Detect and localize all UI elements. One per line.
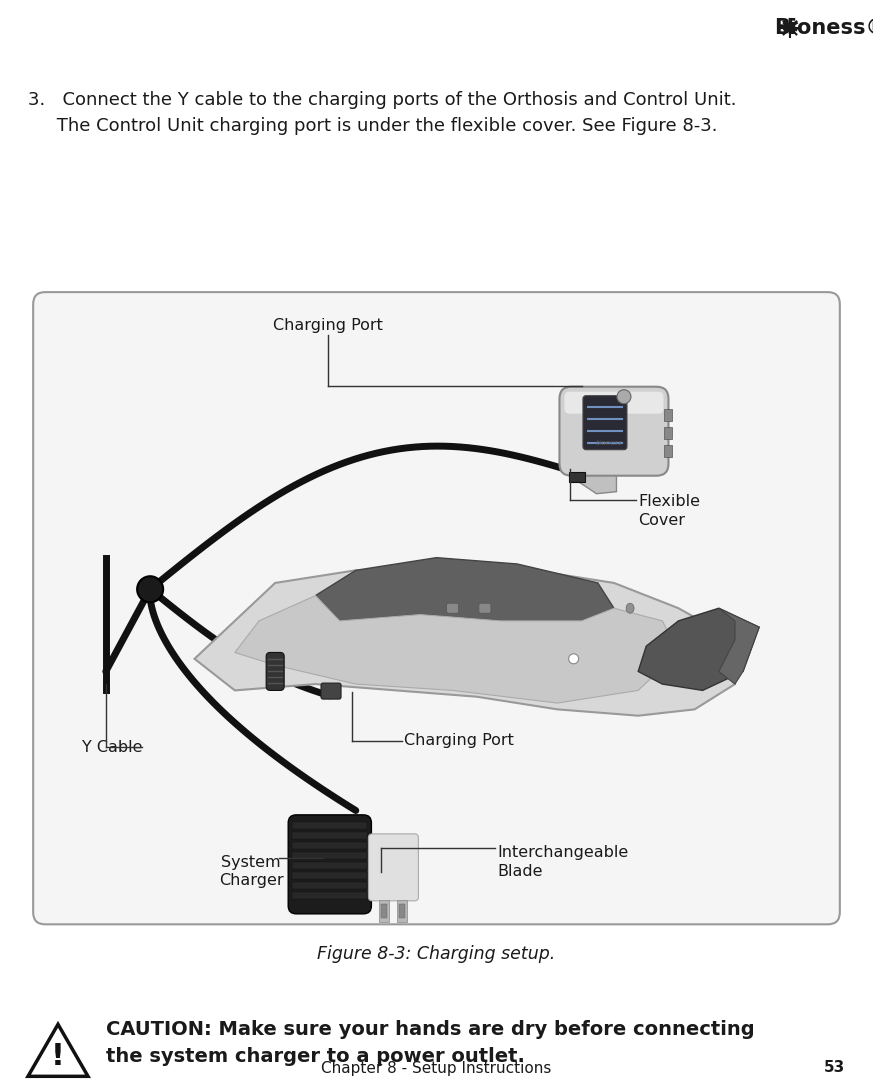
Bar bbox=[292, 852, 368, 859]
FancyBboxPatch shape bbox=[368, 834, 418, 900]
Bar bbox=[397, 900, 408, 922]
Circle shape bbox=[617, 390, 631, 403]
Circle shape bbox=[568, 654, 579, 664]
Circle shape bbox=[137, 577, 163, 603]
FancyBboxPatch shape bbox=[321, 683, 341, 699]
Polygon shape bbox=[28, 1025, 88, 1076]
Text: Charging Port: Charging Port bbox=[404, 734, 514, 749]
Polygon shape bbox=[567, 474, 616, 494]
Text: 53: 53 bbox=[824, 1061, 845, 1076]
Text: Flexible
Cover: Flexible Cover bbox=[638, 495, 700, 528]
Bar bbox=[664, 445, 672, 457]
FancyBboxPatch shape bbox=[560, 387, 669, 475]
FancyBboxPatch shape bbox=[266, 653, 285, 690]
Text: Figure 8-3: Charging setup.: Figure 8-3: Charging setup. bbox=[318, 945, 555, 964]
Text: Y Cable: Y Cable bbox=[81, 740, 142, 754]
FancyBboxPatch shape bbox=[33, 292, 840, 924]
Polygon shape bbox=[718, 608, 760, 685]
Text: !: ! bbox=[51, 1042, 65, 1071]
Text: The Control Unit charging port is under the flexible cover. See Figure 8-3.: The Control Unit charging port is under … bbox=[28, 117, 718, 135]
FancyBboxPatch shape bbox=[447, 603, 458, 614]
Bar bbox=[292, 822, 368, 828]
FancyBboxPatch shape bbox=[288, 815, 371, 913]
FancyBboxPatch shape bbox=[565, 391, 663, 414]
Bar bbox=[292, 882, 368, 888]
Text: ✱: ✱ bbox=[780, 19, 800, 38]
Bar bbox=[664, 409, 672, 421]
Text: bioness: bioness bbox=[595, 440, 622, 446]
Polygon shape bbox=[315, 558, 614, 621]
Text: CAUTION: Make sure your hands are dry before connecting: CAUTION: Make sure your hands are dry be… bbox=[106, 1020, 754, 1039]
Polygon shape bbox=[235, 595, 678, 703]
Text: 3.   Connect the Y cable to the charging ports of the Orthosis and Control Unit.: 3. Connect the Y cable to the charging p… bbox=[28, 90, 737, 109]
Bar bbox=[292, 832, 368, 839]
Polygon shape bbox=[195, 570, 735, 716]
Bar bbox=[292, 892, 368, 899]
Bar bbox=[400, 904, 405, 918]
Text: Interchangeable
Blade: Interchangeable Blade bbox=[497, 846, 629, 879]
Bar bbox=[292, 862, 368, 869]
Text: Charging Port: Charging Port bbox=[272, 318, 382, 334]
Text: the system charger to a power outlet.: the system charger to a power outlet. bbox=[106, 1046, 525, 1066]
Text: System
Charger: System Charger bbox=[218, 855, 283, 888]
FancyBboxPatch shape bbox=[583, 396, 627, 450]
Text: Chapter 8 - Setup Instructions: Chapter 8 - Setup Instructions bbox=[321, 1061, 552, 1076]
FancyBboxPatch shape bbox=[479, 603, 491, 614]
Bar bbox=[664, 427, 672, 439]
Bar bbox=[292, 872, 368, 879]
Polygon shape bbox=[638, 608, 760, 690]
Ellipse shape bbox=[626, 603, 634, 614]
Bar bbox=[569, 472, 586, 482]
Bar bbox=[382, 904, 388, 918]
Text: Bioness®: Bioness® bbox=[773, 19, 873, 38]
Bar bbox=[380, 900, 389, 922]
Bar bbox=[292, 841, 368, 849]
